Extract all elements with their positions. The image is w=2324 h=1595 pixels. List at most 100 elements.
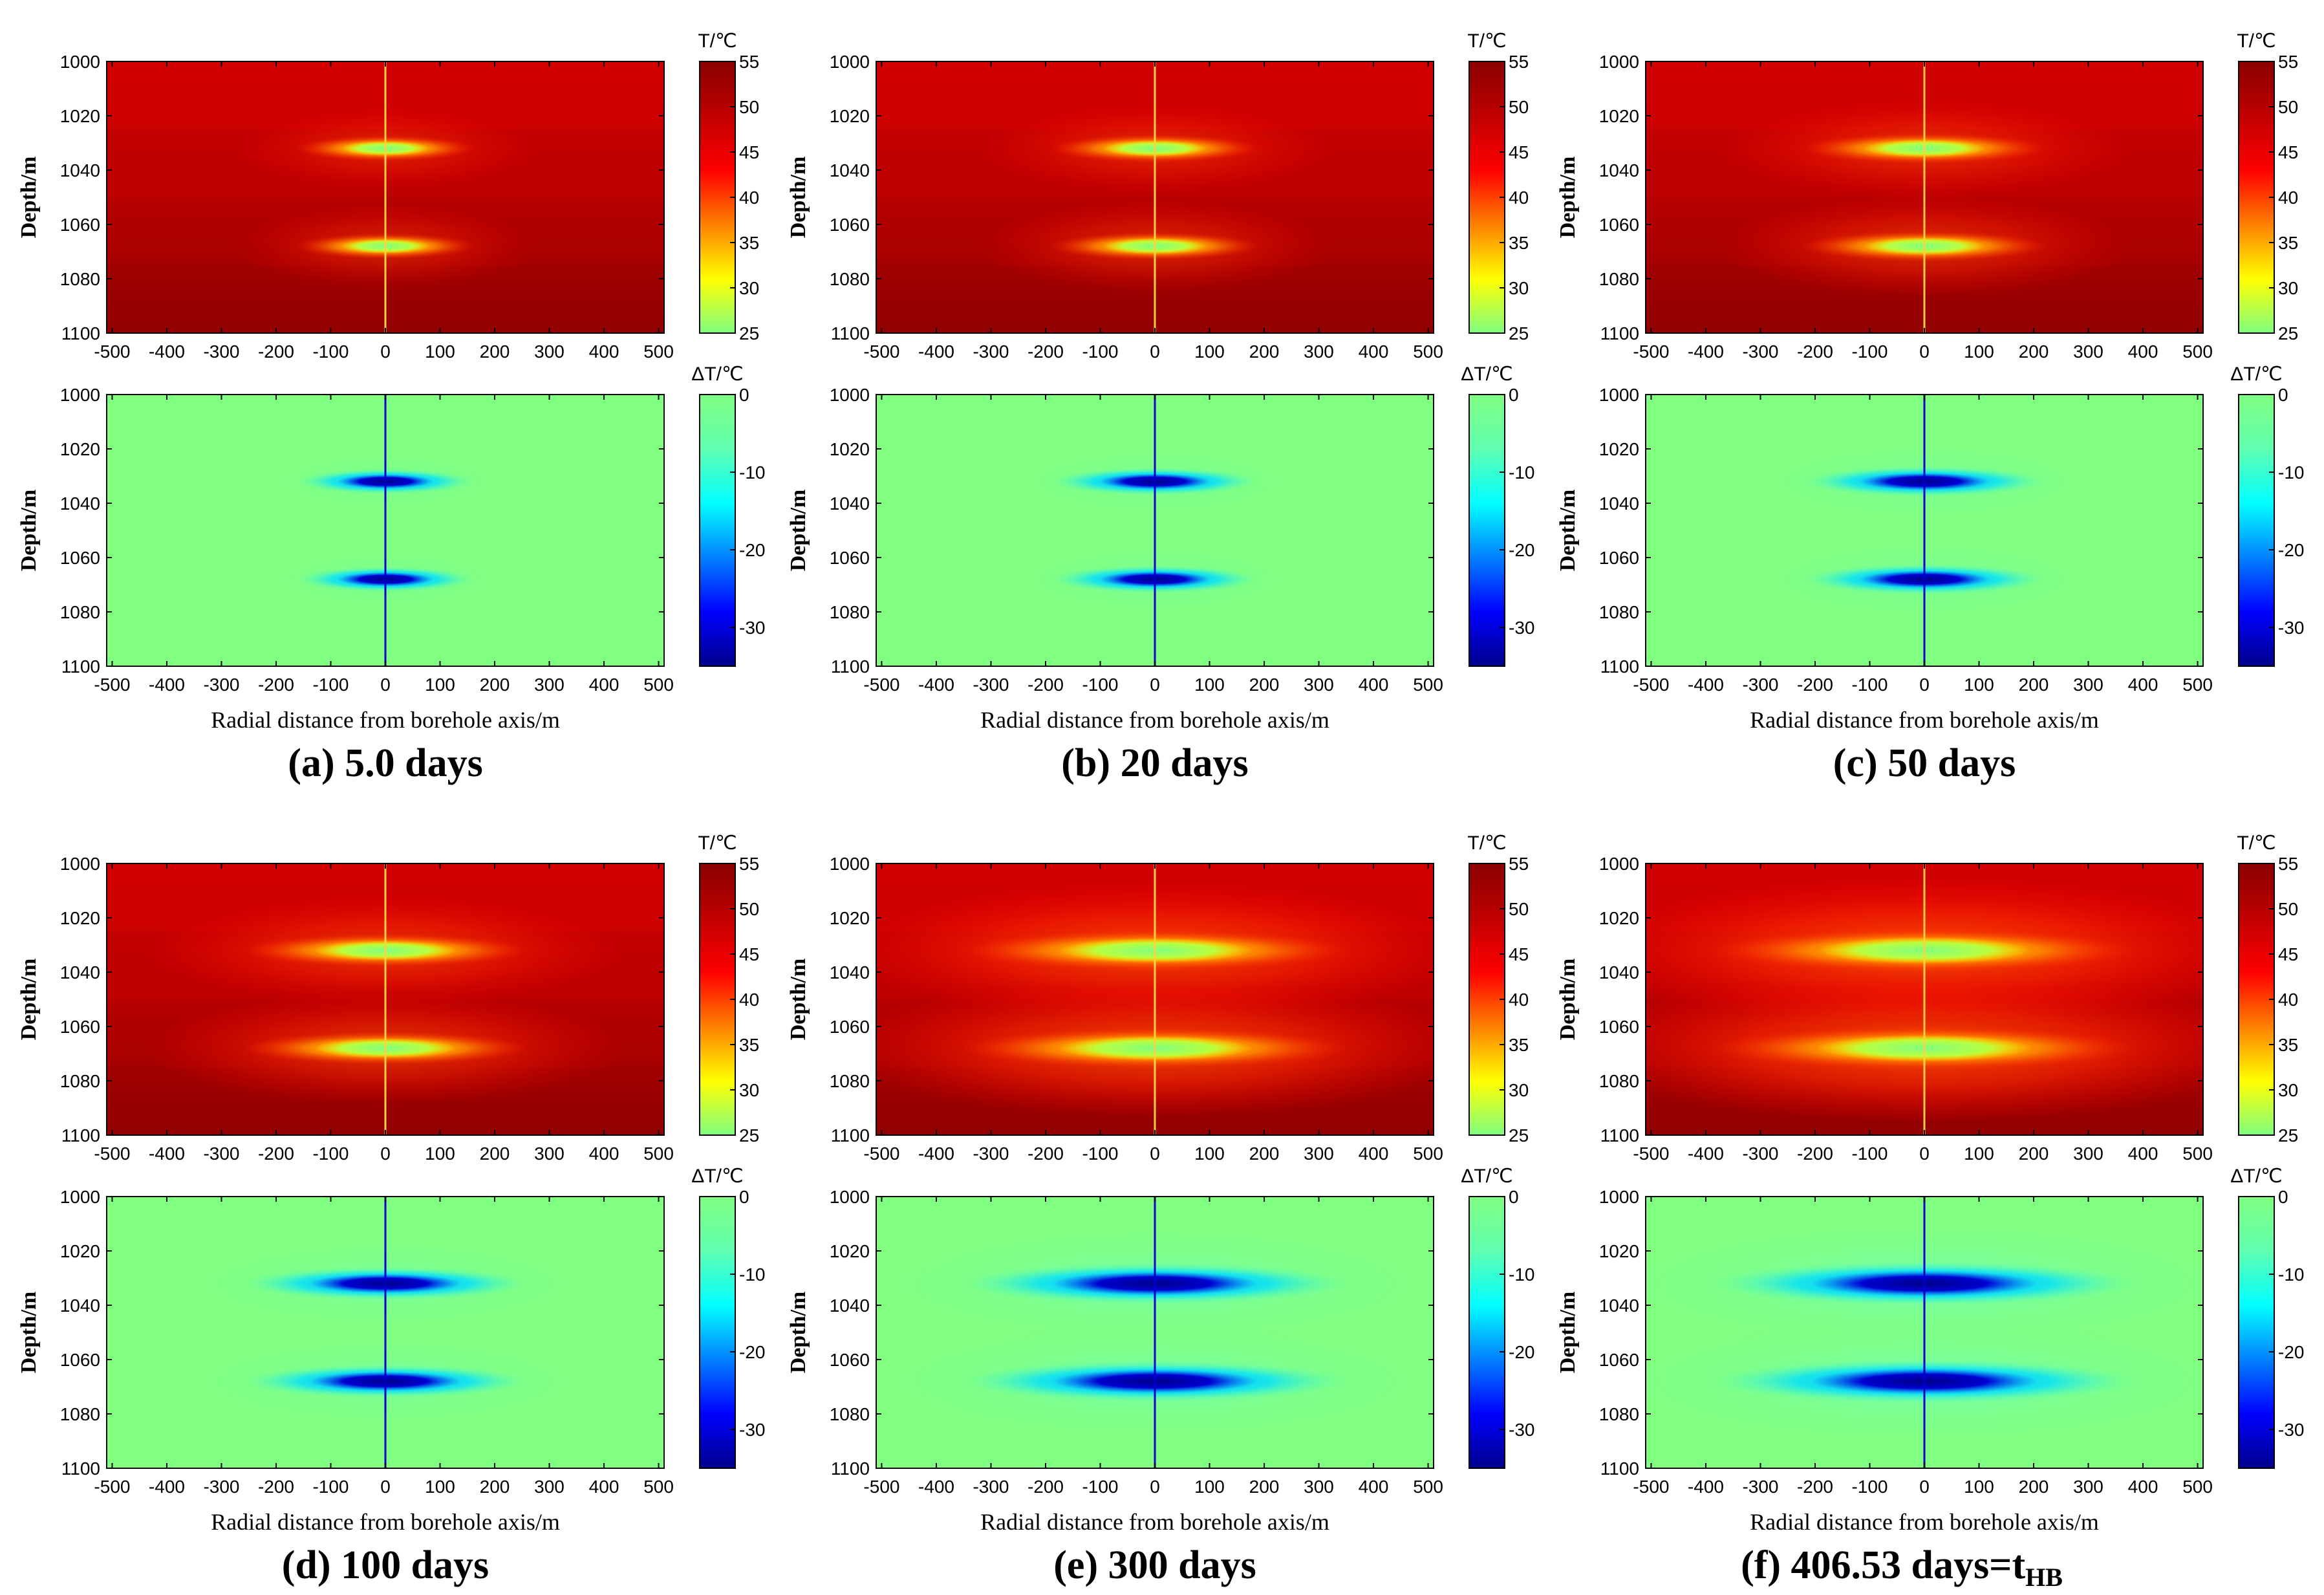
colorbar-tick-label: -30 xyxy=(739,618,765,638)
y-axis-label: Depth/m xyxy=(786,490,810,572)
colorbar-tick-label: 50 xyxy=(1509,97,1529,117)
temperature-colorbar xyxy=(699,863,736,1136)
x-tick-label: 200 xyxy=(480,342,510,362)
x-tick-label: -400 xyxy=(918,675,954,695)
panel-caption: (f) 406.53 days=tHB xyxy=(1741,1543,2063,1592)
x-tick-label: -100 xyxy=(1082,342,1118,362)
y-tick-label: 1080 xyxy=(1599,1071,1639,1091)
y-tick-label: 1020 xyxy=(830,106,870,126)
y-tick-label: 1000 xyxy=(1599,1187,1639,1207)
x-tick-label: 200 xyxy=(1249,1144,1280,1164)
x-tick-label: -500 xyxy=(94,675,130,695)
x-axis-label: Radial distance from borehole axis/m xyxy=(980,707,1329,733)
delta-colorbar xyxy=(2238,1196,2275,1469)
y-tick-label: 1020 xyxy=(1599,439,1639,459)
x-tick-label: -300 xyxy=(973,675,1009,695)
temperature-field xyxy=(107,61,664,333)
colorbar-tick-label: 25 xyxy=(1509,323,1529,343)
y-tick-label: 1060 xyxy=(60,215,100,235)
temperature-colorbar xyxy=(2238,863,2275,1136)
y-tick-label: 1080 xyxy=(1599,1404,1639,1424)
y-tick-label: 1000 xyxy=(1599,385,1639,405)
temperature-colorbar-title: T/℃ xyxy=(1467,832,1506,854)
x-tick-label: 0 xyxy=(380,342,391,362)
x-tick-label: -300 xyxy=(973,1144,1009,1164)
colorbar-tick-label: 40 xyxy=(739,990,759,1010)
x-tick-label: 400 xyxy=(589,342,619,362)
temperature-colorbar-title: T/℃ xyxy=(2237,30,2276,52)
panel-e: -500 -400 -300 -200 -100 0 100 200 300 400 5001000… xyxy=(786,832,1534,1587)
y-tick-label: 1100 xyxy=(831,1125,870,1145)
x-axis-label: Radial distance from borehole axis/m xyxy=(1750,1509,2099,1535)
x-tick-label: 500 xyxy=(2182,1477,2213,1497)
y-tick-label: 1060 xyxy=(830,215,870,235)
colorbar-tick-label: -10 xyxy=(739,462,765,483)
x-tick-label: 100 xyxy=(425,675,455,695)
colorbar-tick-label: 35 xyxy=(2278,233,2298,253)
y-tick-label: 1100 xyxy=(61,1459,100,1479)
colorbar-tick-label: 45 xyxy=(739,142,759,162)
y-tick-label: 1020 xyxy=(60,439,100,459)
x-tick-label: 200 xyxy=(2019,1477,2049,1497)
colorbar-tick-label: -30 xyxy=(1509,618,1534,638)
y-tick-label: 1080 xyxy=(830,602,870,622)
colorbar-tick-label: 25 xyxy=(2278,323,2298,343)
x-tick-label: 200 xyxy=(2019,1144,2049,1164)
y-tick-label: 1080 xyxy=(60,269,100,289)
colorbar-tick-label: 40 xyxy=(2278,990,2298,1010)
y-tick-label: 1100 xyxy=(1600,323,1639,343)
x-tick-label: -400 xyxy=(149,1477,185,1497)
y-tick-label: 1060 xyxy=(60,1350,100,1370)
delta-field xyxy=(876,395,1434,666)
y-tick-label: 1040 xyxy=(1599,494,1639,514)
y-tick-label: 1100 xyxy=(61,656,100,677)
colorbar-tick-label: 30 xyxy=(1509,278,1529,298)
x-tick-label: -300 xyxy=(203,1477,239,1497)
colorbar-tick-label: 45 xyxy=(2278,142,2298,162)
y-tick-label: 1060 xyxy=(830,548,870,568)
y-tick-label: 1080 xyxy=(830,1404,870,1424)
colorbar-tick-label: 50 xyxy=(2278,899,2298,919)
x-tick-label: 500 xyxy=(2182,342,2213,362)
x-axis-label: Radial distance from borehole axis/m xyxy=(1750,707,2099,733)
y-tick-label: 1000 xyxy=(830,1187,870,1207)
y-tick-label: 1020 xyxy=(60,908,100,928)
x-tick-label: 300 xyxy=(534,675,565,695)
y-tick-label: 1040 xyxy=(60,160,100,180)
colorbar-tick-label: 0 xyxy=(739,1187,749,1207)
x-tick-label: -100 xyxy=(312,1144,349,1164)
x-tick-label: 100 xyxy=(1964,1477,1994,1497)
colorbar-tick-label: 45 xyxy=(1509,142,1529,162)
colorbar-tick-label: 40 xyxy=(1509,188,1529,208)
panel-caption: (d) 100 days xyxy=(282,1543,489,1587)
delta-colorbar-title: ΔT/℃ xyxy=(2230,1166,2282,1187)
x-tick-label: -100 xyxy=(1851,1144,1888,1164)
delta-colorbar xyxy=(699,394,736,667)
x-tick-label: 500 xyxy=(1413,1477,1443,1497)
y-tick-label: 1060 xyxy=(1599,1350,1639,1370)
x-tick-label: 0 xyxy=(1919,675,1930,695)
x-tick-label: 500 xyxy=(643,342,674,362)
y-tick-label: 1020 xyxy=(1599,908,1639,928)
delta-field xyxy=(107,1197,664,1468)
y-tick-label: 1000 xyxy=(830,854,870,874)
x-tick-label: 100 xyxy=(425,1477,455,1497)
x-tick-label: 400 xyxy=(2128,342,2158,362)
colorbar-tick-label: 55 xyxy=(2278,52,2298,72)
x-tick-label: 300 xyxy=(2073,1477,2103,1497)
y-tick-label: 1060 xyxy=(1599,1017,1639,1037)
x-tick-label: -100 xyxy=(312,1477,349,1497)
x-tick-label: -500 xyxy=(1633,342,1669,362)
x-tick-label: -400 xyxy=(1688,675,1724,695)
x-tick-label: -500 xyxy=(863,1477,899,1497)
x-tick-label: 200 xyxy=(1249,1477,1280,1497)
x-tick-label: 300 xyxy=(1304,1477,1334,1497)
y-tick-label: 1000 xyxy=(830,52,870,72)
x-tick-label: -400 xyxy=(149,1144,185,1164)
x-tick-label: -100 xyxy=(312,675,349,695)
y-axis-label: Depth/m xyxy=(17,157,41,239)
x-tick-label: -500 xyxy=(863,1144,899,1164)
y-tick-label: 1040 xyxy=(1599,1296,1639,1316)
colorbar-tick-label: -10 xyxy=(1509,1264,1534,1285)
panel-c: -500 -400 -300 -200 -100 0 100 200 300 400 5001000… xyxy=(1556,30,2304,785)
